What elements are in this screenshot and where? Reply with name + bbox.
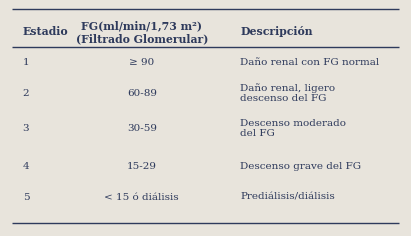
Text: Daño renal, ligero
descenso del FG: Daño renal, ligero descenso del FG	[240, 83, 335, 103]
Text: 4: 4	[23, 162, 29, 171]
Text: 15-29: 15-29	[127, 162, 157, 171]
Text: 2: 2	[23, 89, 29, 98]
Text: Estadio: Estadio	[23, 26, 68, 37]
Text: < 15 ó diálisis: < 15 ó diálisis	[104, 193, 179, 202]
Text: Descripción: Descripción	[240, 26, 313, 37]
Text: 30-59: 30-59	[127, 124, 157, 133]
Text: Descenso moderado
del FG: Descenso moderado del FG	[240, 119, 346, 138]
Text: Prediálisis/diálisis: Prediálisis/diálisis	[240, 193, 335, 202]
Text: 3: 3	[23, 124, 29, 133]
Text: ≥ 90: ≥ 90	[129, 58, 155, 67]
Text: FG(ml/min/1,73 m²)
(Filtrado Glomerular): FG(ml/min/1,73 m²) (Filtrado Glomerular)	[76, 20, 208, 44]
Text: Descenso grave del FG: Descenso grave del FG	[240, 162, 362, 171]
Text: 60-89: 60-89	[127, 89, 157, 98]
Text: Daño renal con FG normal: Daño renal con FG normal	[240, 58, 380, 67]
Text: 5: 5	[23, 193, 29, 202]
Text: 1: 1	[23, 58, 29, 67]
